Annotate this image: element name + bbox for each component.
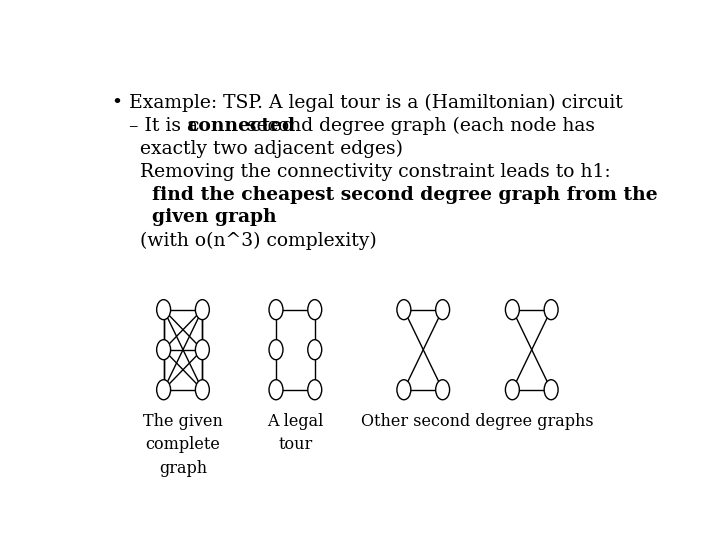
Ellipse shape — [505, 380, 519, 400]
Text: A legal
tour: A legal tour — [267, 413, 323, 454]
Ellipse shape — [195, 380, 210, 400]
Ellipse shape — [157, 380, 171, 400]
Text: exactly two adjacent edges): exactly two adjacent edges) — [140, 140, 402, 158]
Ellipse shape — [436, 380, 449, 400]
Ellipse shape — [195, 340, 210, 360]
Ellipse shape — [397, 380, 411, 400]
Ellipse shape — [307, 300, 322, 320]
Text: Other second degree graphs: Other second degree graphs — [361, 413, 594, 430]
Text: Removing the connectivity constraint leads to h1:: Removing the connectivity constraint lea… — [140, 163, 611, 181]
Ellipse shape — [195, 300, 210, 320]
Ellipse shape — [269, 340, 283, 360]
Ellipse shape — [307, 340, 322, 360]
Text: – It is a: – It is a — [129, 117, 204, 135]
Text: connected: connected — [187, 117, 295, 135]
Ellipse shape — [397, 300, 411, 320]
Ellipse shape — [544, 380, 558, 400]
Text: given graph: given graph — [152, 208, 276, 226]
Ellipse shape — [269, 380, 283, 400]
Text: The given
complete
graph: The given complete graph — [143, 413, 223, 477]
Ellipse shape — [157, 300, 171, 320]
Ellipse shape — [505, 300, 519, 320]
Text: find the cheapest second degree graph from the: find the cheapest second degree graph fr… — [152, 186, 657, 204]
Text: • Example: TSP. A legal tour is a (Hamiltonian) circuit: • Example: TSP. A legal tour is a (Hamil… — [112, 94, 623, 112]
Ellipse shape — [307, 380, 322, 400]
Ellipse shape — [157, 340, 171, 360]
Text: (with o(n^3) complexity): (with o(n^3) complexity) — [140, 231, 377, 249]
Ellipse shape — [544, 300, 558, 320]
Ellipse shape — [269, 300, 283, 320]
Ellipse shape — [436, 300, 449, 320]
Text: second degree graph (each node has: second degree graph (each node has — [241, 117, 595, 135]
